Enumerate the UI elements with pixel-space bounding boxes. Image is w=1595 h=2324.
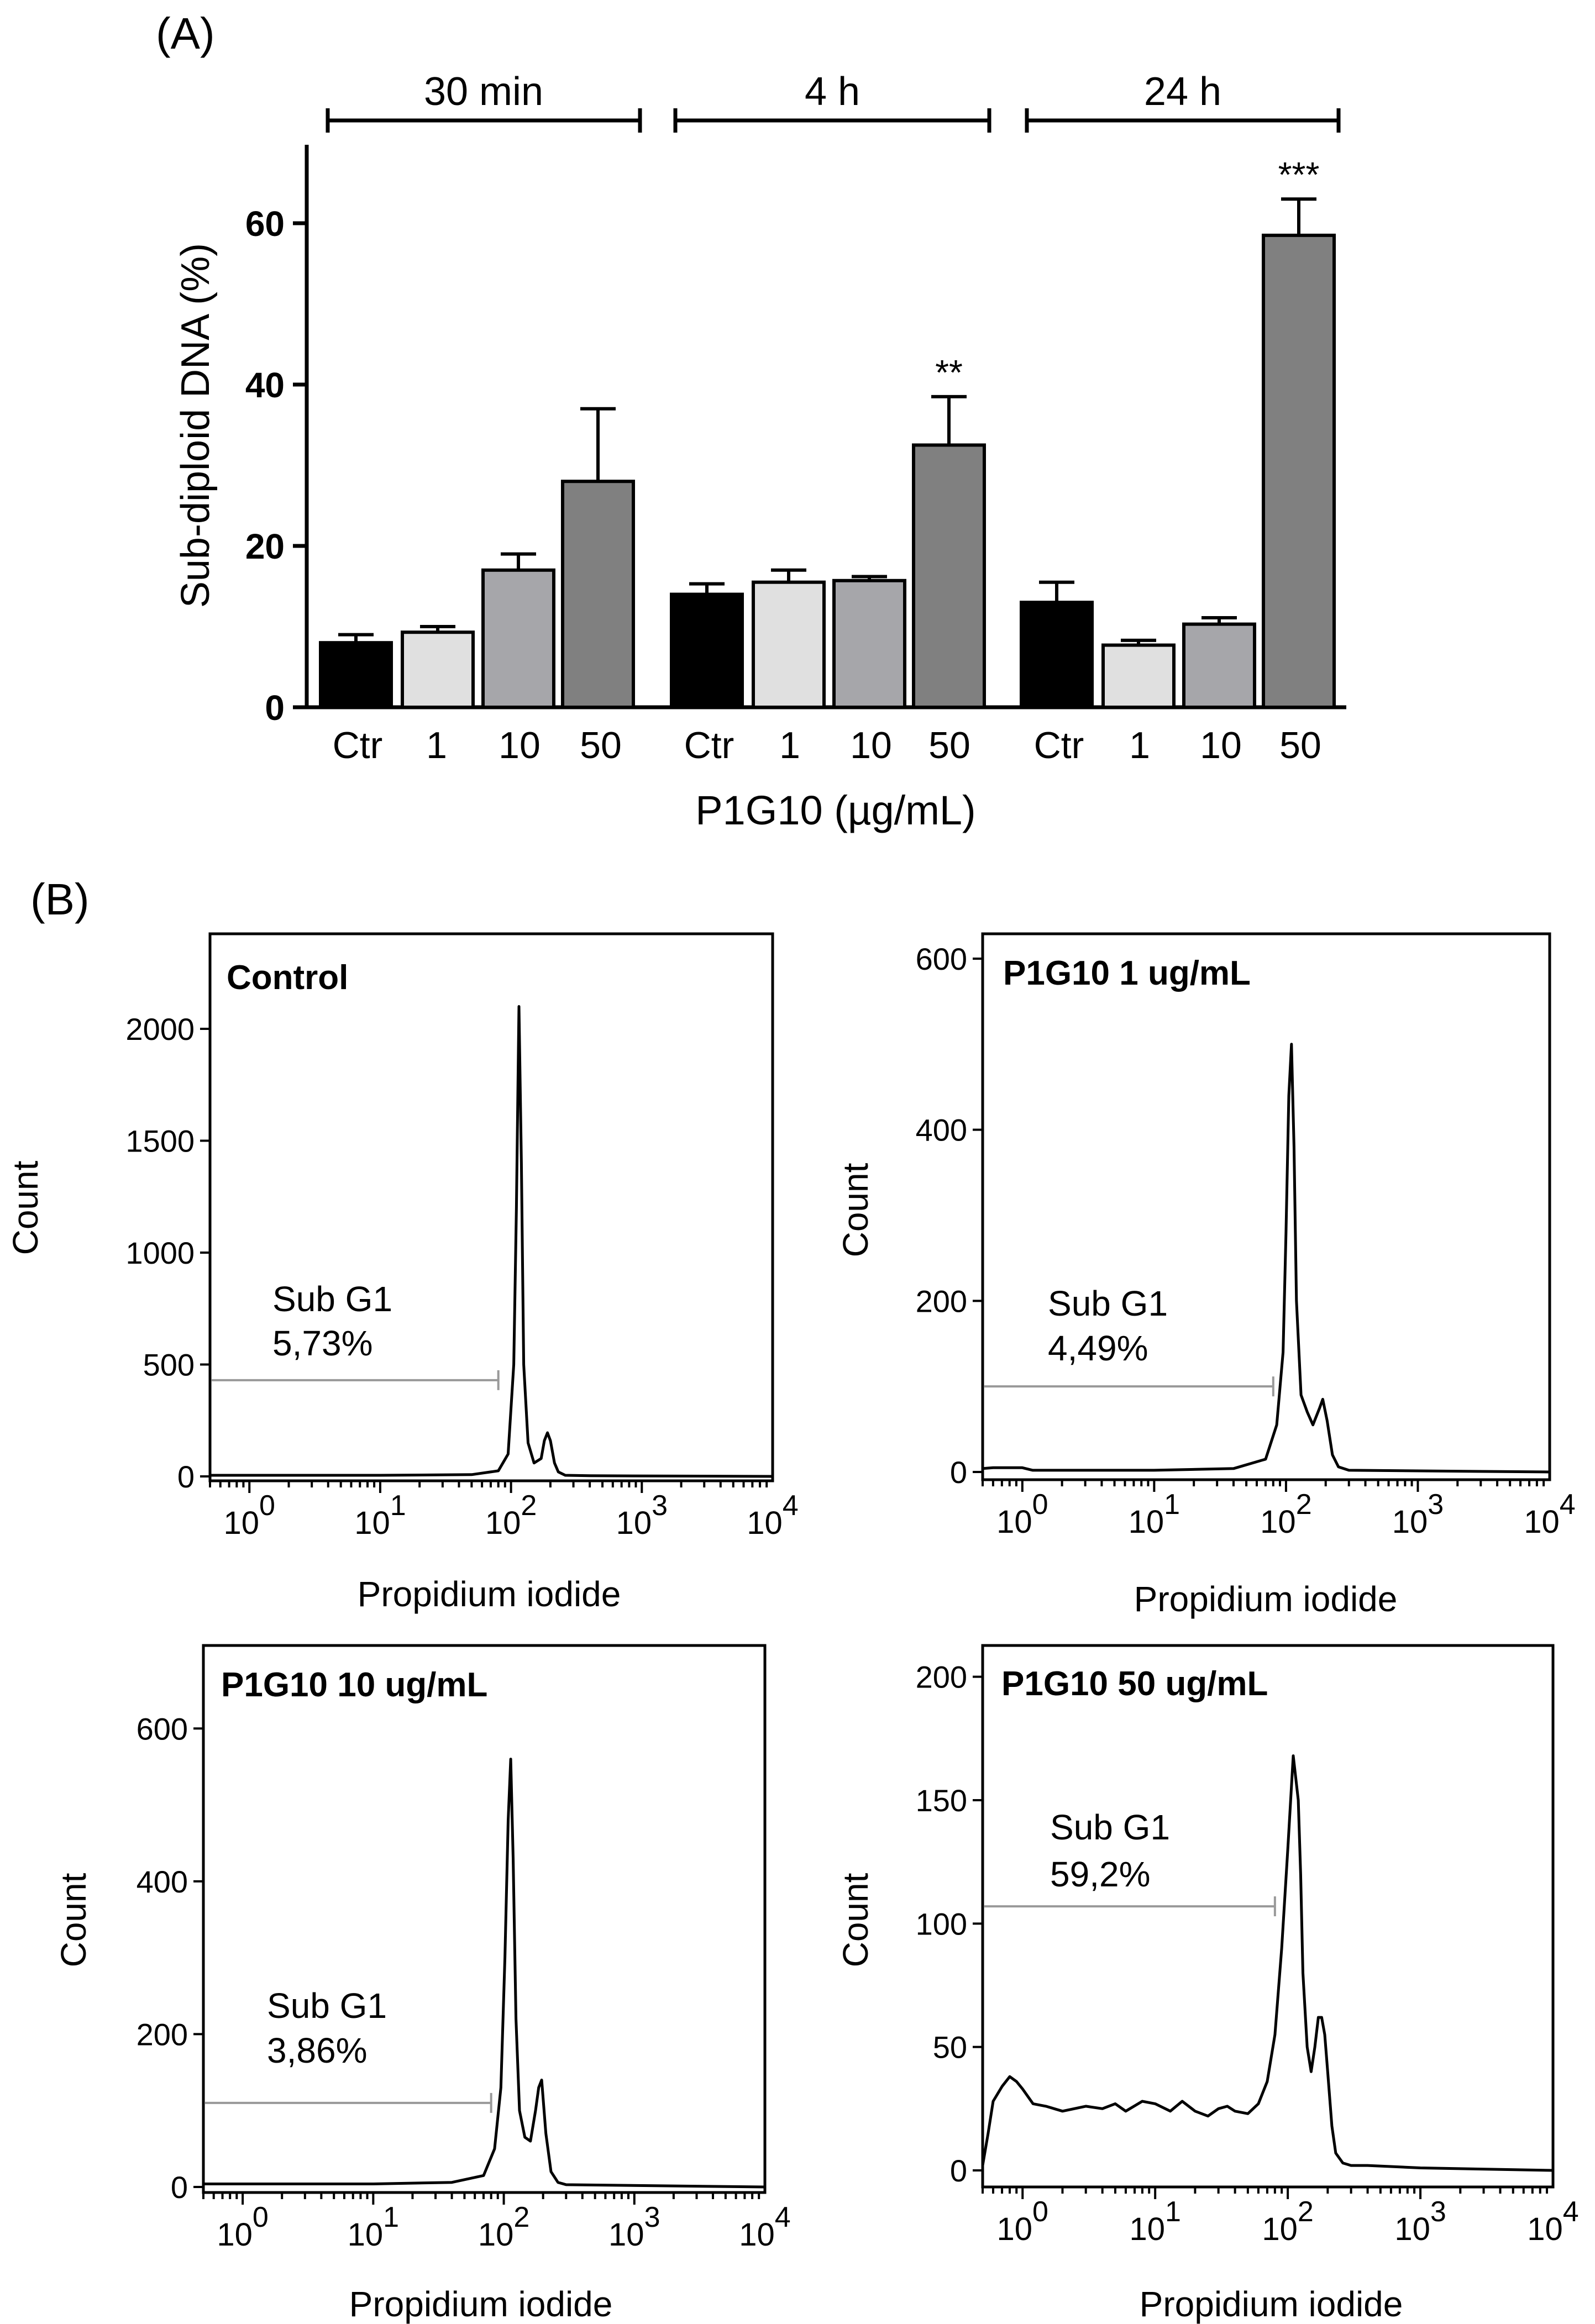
significance-marker: *** [1278, 155, 1320, 194]
bar-4h-50 [912, 443, 986, 709]
bar-30min-ctr [319, 641, 393, 709]
significance-marker: ** [935, 353, 963, 392]
x-tick-1: 1 [1129, 724, 1150, 766]
x-tick-50: 50 [928, 724, 970, 766]
y-tick-label: 600 [916, 942, 967, 976]
x-tick-10: 10 [850, 724, 892, 766]
gate-percent: 59,2% [1050, 1854, 1150, 1894]
y-tick-label: 50 [933, 2030, 967, 2065]
gate-label: Sub G1 [1048, 1284, 1168, 1323]
x-axis-label: Propidium iodide [1140, 2284, 1403, 2324]
gate-label: Sub G1 [267, 1986, 387, 2026]
y-axis-label: Count [6, 1160, 45, 1255]
group-label-30min: 30 min [424, 70, 543, 114]
gate-label: Sub G1 [1050, 1807, 1170, 1847]
bar-24h-1 [1101, 643, 1176, 709]
histogram-title: P1G10 50 ug/mL [1001, 1665, 1268, 1703]
panel-a-label: (A) [156, 9, 215, 58]
bar-24h-50 [1262, 233, 1336, 709]
bar-30min-10 [481, 568, 555, 709]
histogram-curve [981, 1754, 1554, 2172]
y-tick-label: 150 [916, 1783, 967, 1818]
x-axis-label: Propidium iodide [1134, 1579, 1398, 1619]
y-tick-label: 1000 [125, 1235, 195, 1270]
y-tick-label: 0 [171, 2170, 188, 2205]
x-tick-10: 10 [1200, 724, 1242, 766]
bar-30min-1 [401, 630, 475, 709]
x-tick-ctr: Ctr [684, 724, 734, 766]
histogram-curve [210, 1005, 773, 1478]
y-tick-0: 0 [265, 688, 285, 728]
y-tick-label: 200 [137, 2017, 188, 2052]
x-tick-1: 1 [426, 724, 447, 766]
bar-30min-50 [561, 480, 635, 709]
bar-24h-10 [1182, 622, 1256, 709]
bars-layer: ***** [319, 155, 1336, 709]
y-tick-20: 20 [245, 527, 285, 566]
gate-label: Sub G1 [272, 1279, 392, 1319]
x-tick-10: 10 [499, 724, 541, 766]
x-tick-50: 50 [1279, 724, 1321, 766]
y-tick-label: 400 [137, 1864, 188, 1899]
bar-4h-10 [832, 579, 906, 709]
gate-percent: 3,86% [267, 2031, 367, 2070]
y-tick-label: 400 [916, 1113, 967, 1148]
histogram-curve [203, 1758, 765, 2189]
histogram-curve [982, 1043, 1550, 1474]
y-axis-label: Count [836, 1873, 875, 1967]
histogram-title: P1G10 1 ug/mL [1003, 954, 1251, 992]
panel-b-label: (B) [30, 875, 90, 924]
y-tick-label: 500 [143, 1348, 195, 1382]
y-axis-label: Sub-diploid DNA (%) [174, 243, 218, 608]
histogram-title: P1G10 10 ug/mL [221, 1666, 487, 1704]
y-tick-label: 600 [137, 1711, 188, 1746]
y-tick-label: 1500 [125, 1124, 195, 1159]
y-tick-label: 0 [950, 2153, 967, 2188]
bar-4h-ctr [670, 592, 744, 709]
y-tick-40: 40 [245, 365, 285, 405]
x-tick-ctr: Ctr [1034, 724, 1084, 766]
y-tick-label: 2000 [125, 1012, 195, 1047]
x-tick-50: 50 [580, 724, 622, 766]
y-axis-label: Count [836, 1163, 875, 1257]
x-axis-label: P1G10 (µg/mL) [695, 787, 975, 833]
panel-a-bar-chart: (A) 30 min 4 h 24 h 0 20 40 60 [156, 9, 1346, 833]
x-axis-label: Propidium iodide [358, 1574, 621, 1614]
y-tick-60: 60 [245, 204, 285, 244]
gate-percent: 4,49% [1048, 1328, 1148, 1368]
y-tick-label: 0 [950, 1455, 967, 1490]
y-axis-label: Count [54, 1873, 93, 1967]
group-label-4h: 4 h [805, 70, 860, 114]
bar-4h-1 [752, 580, 826, 709]
group-brackets [326, 108, 1341, 133]
bar-24h-ctr [1020, 601, 1094, 709]
x-tick-1: 1 [779, 724, 800, 766]
x-axis-label: Propidium iodide [349, 2284, 613, 2324]
gate-percent: 5,73% [272, 1323, 372, 1363]
x-tick-ctr: Ctr [333, 724, 383, 766]
y-tick-label: 200 [916, 1660, 967, 1695]
histogram-title: Control [227, 959, 348, 997]
y-tick-label: 200 [916, 1284, 967, 1318]
y-tick-label: 100 [916, 1906, 967, 1941]
group-label-24h: 24 h [1144, 70, 1221, 114]
y-tick-label: 0 [177, 1459, 195, 1494]
